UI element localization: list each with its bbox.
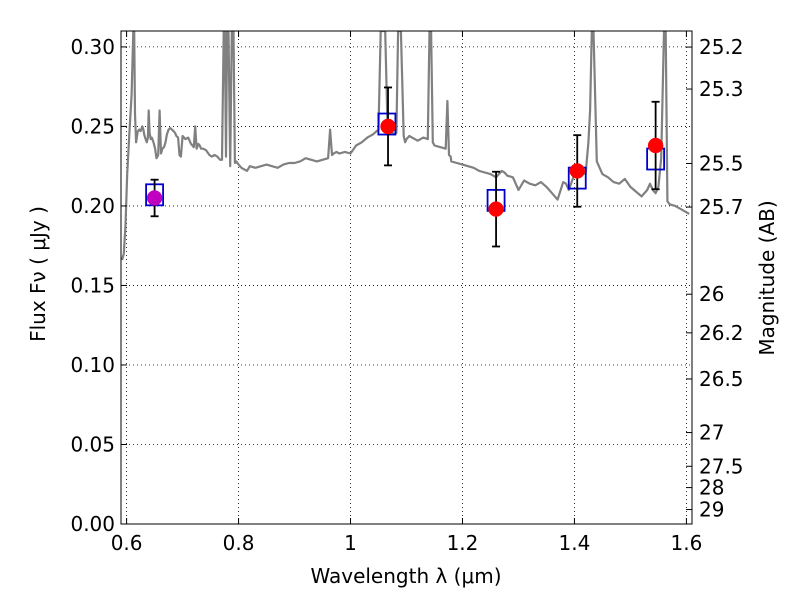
observed-point [380,118,396,135]
x-tick-label: 1 [344,531,357,555]
x-axis-label: Wavelength λ (μm) [310,564,501,588]
x-tick-label: 1.4 [559,531,591,555]
y2-tick-label: 27 [699,421,724,445]
y2-axis-label: Magnitude (AB) [755,200,779,355]
series-layer [121,31,690,261]
y2-tick-label: 29 [699,498,724,522]
observed-point [647,137,664,154]
y-tick-label: 0.25 [70,114,115,138]
observed-point [569,163,585,179]
x-tick-label: 0.8 [223,531,255,555]
y-tick-label: 0.10 [70,353,115,377]
model-square-marker [377,112,397,136]
y2-tick-label: 25.2 [699,35,744,59]
y-tick-label: 0.00 [70,512,115,536]
y-tick-label: 0.05 [70,432,115,456]
y2-tick-label: 25.5 [699,151,744,175]
x-tick-label: 1.2 [447,531,479,555]
y-tick-label: 0.20 [70,194,115,218]
plot-area [121,31,690,261]
y-tick-label: 0.15 [70,273,115,297]
observed-point [146,190,163,206]
observed-point [488,201,504,217]
y-axis-label: Flux Fν ( μJy ) [26,206,50,342]
y-tick-label: 0.30 [70,35,115,59]
y2-tick-label: 28 [699,476,724,500]
y2-tick-label: 26.5 [699,367,744,391]
x-tick-label: 1.6 [670,531,702,555]
y2-tick-label: 26.2 [699,321,744,345]
plot-frame [120,30,693,525]
y2-tick-label: 26 [699,282,724,306]
y2-tick-label: 27.5 [699,454,744,478]
axis-ticks: 0.6 0.8 1 1.2 1.4 1.6 0.00 0.05 0.10 0.15 0.20 0.25… [70,31,744,555]
y2-tick-label: 25.7 [699,195,744,219]
x-tick-label: 0.6 [111,531,143,555]
y2-tick-label: 25.3 [699,77,744,101]
